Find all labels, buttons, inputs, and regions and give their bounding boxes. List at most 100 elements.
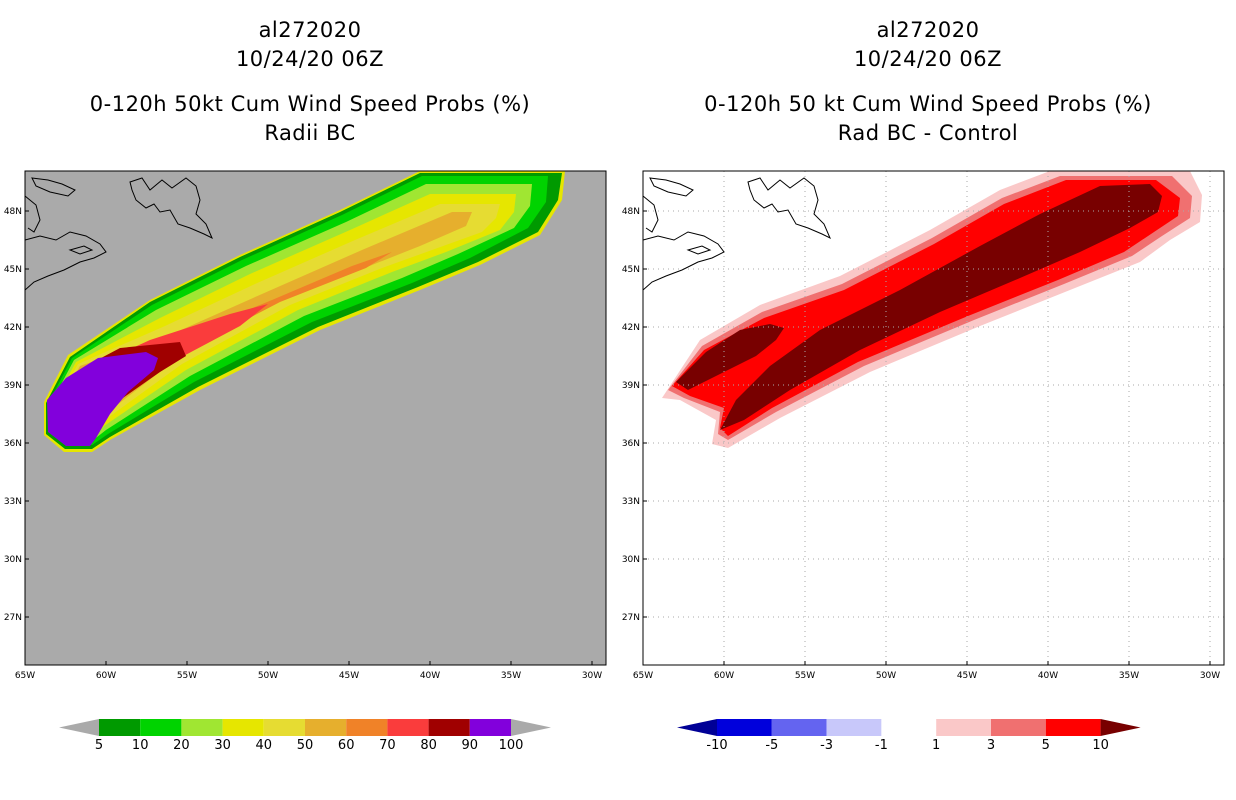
lat-label: 27N — [4, 613, 22, 623]
left-time: 10/24/20 06Z — [235, 47, 385, 71]
left-title: al272020 10/24/20 06Z 0-120h 50kt Cum Wi… — [10, 16, 610, 148]
right-time: 10/24/20 06Z — [853, 47, 1003, 71]
colorbar-label: -3 — [820, 738, 833, 753]
right-storm-id: al272020 — [876, 18, 980, 42]
colorbar-label: 10 — [1092, 738, 1109, 753]
colorbar-label: 100 — [499, 738, 524, 753]
lat-label: 45N — [622, 265, 640, 275]
colorbar-swatch — [717, 719, 772, 736]
right-band-over-10-north — [676, 324, 784, 390]
colorbar-swatch — [181, 719, 223, 736]
colorbar-swatch — [346, 719, 388, 736]
lon-label: 55W — [177, 671, 197, 681]
colorbar-label: 5 — [1042, 738, 1050, 753]
lon-label: 35W — [501, 671, 521, 681]
lat-label: 27N — [622, 613, 640, 623]
lon-label: 50W — [258, 671, 278, 681]
right-coastline — [643, 177, 831, 291]
colorbar-swatch — [140, 719, 182, 736]
colorbar-swatch — [305, 719, 347, 736]
right-band-over-10-south — [720, 184, 1162, 430]
lat-label: 30N — [4, 555, 22, 565]
colorbar-label: 20 — [173, 738, 190, 753]
colorbar-label: 60 — [338, 738, 355, 753]
left-storm-id: al272020 — [258, 18, 362, 42]
lon-label: 65W — [633, 671, 653, 681]
right-lon-axis: 65W 60W 55W 50W 45W 40W 35W 30W — [633, 661, 1220, 681]
colorbar-swatch — [387, 719, 429, 736]
right-map: 48N 45N 42N 39N 36N 33N 30N 27N 65W 60W 55W 50W 45W… — [622, 170, 1225, 681]
contour-band-40 — [54, 204, 500, 433]
right-lat-axis: 48N 45N 42N 39N 36N 33N 30N 27N — [622, 207, 647, 623]
lon-label: 35W — [1119, 671, 1139, 681]
lon-label: 50W — [876, 671, 896, 681]
lat-label: 45N — [4, 265, 22, 275]
lon-label: 55W — [795, 671, 815, 681]
colorbar-label: -1 — [875, 738, 888, 753]
lon-label: 65W — [15, 671, 35, 681]
lat-label: 39N — [4, 381, 22, 391]
left-product-title: 0-120h 50kt Cum Wind Speed Probs (%) — [89, 92, 531, 116]
right-map-frame — [642, 170, 1225, 666]
colorbar-swatch — [991, 719, 1046, 736]
colorbar-swatch — [469, 719, 511, 736]
lat-label: 42N — [622, 323, 640, 333]
contour-band-90 — [47, 352, 158, 446]
lat-label: 33N — [622, 497, 640, 507]
colorbar-over-triangle — [511, 719, 551, 736]
colorbar-under-triangle — [677, 719, 717, 736]
lon-label: 30W — [1200, 671, 1220, 681]
left-coast-quebec — [25, 195, 41, 233]
right-coast-newfoundland — [747, 177, 831, 240]
colorbar-swatch — [428, 719, 470, 736]
right-coast-nova-scotia — [643, 231, 725, 291]
colorbar-label: 10 — [132, 738, 149, 753]
colorbar-label: -10 — [706, 738, 727, 753]
colorbar-swatch — [263, 719, 305, 736]
left-lon-axis: 65W 60W 55W 50W 45W 40W 35W 30W — [15, 661, 602, 681]
left-coast-newfoundland — [129, 177, 213, 240]
left-probability-swath — [44, 171, 565, 452]
colorbar-label: 50 — [297, 738, 314, 753]
right-title: al272020 10/24/20 06Z 0-120h 50 kt Cum W… — [628, 16, 1228, 148]
right-product-title: 0-120h 50 kt Cum Wind Speed Probs (%) — [704, 92, 1152, 116]
colorbar-label: 5 — [95, 738, 103, 753]
colorbar-label: 80 — [420, 738, 437, 753]
colorbar-label: 40 — [256, 738, 273, 753]
left-coastline — [25, 177, 213, 291]
right-gridlines — [643, 171, 1224, 665]
left-coast-labrador — [31, 177, 76, 197]
right-coast-quebec — [643, 195, 659, 233]
lon-label: 45W — [339, 671, 359, 681]
lat-label: 48N — [4, 207, 22, 217]
colorbar-swatch — [881, 719, 937, 736]
right-coast-labrador — [649, 177, 694, 197]
colorbar-swatch — [826, 719, 882, 736]
colorbar-label: 90 — [462, 738, 479, 753]
lat-label: 42N — [4, 323, 22, 333]
lat-label: 36N — [622, 439, 640, 449]
colorbar-swatch — [1045, 719, 1101, 736]
colorbar-over-triangle — [1100, 719, 1141, 736]
lat-label: 33N — [4, 497, 22, 507]
right-coast-pei — [686, 245, 712, 255]
colorbar-label: -5 — [765, 738, 778, 753]
lon-label: 30W — [582, 671, 602, 681]
right-difference-field — [662, 171, 1202, 448]
lat-label: 39N — [622, 381, 640, 391]
colorbar-label: 30 — [214, 738, 231, 753]
left-map: 48N 45N 42N 39N 36N 33N 30N 27N 65W 60W 55W 50W 45W… — [4, 170, 607, 681]
left-lat-axis: 48N 45N 42N 39N 36N 33N 30N 27N — [4, 207, 29, 623]
colorbar-under-triangle — [59, 719, 99, 736]
left-colorbar: 5 10 20 30 40 50 60 70 80 90 100 — [59, 719, 551, 753]
left-map-frame — [24, 170, 607, 666]
left-coast-pei — [68, 245, 94, 255]
colorbar-label: 70 — [379, 738, 396, 753]
left-subtitle: Radii BC — [264, 121, 356, 145]
colorbar-label: 3 — [987, 738, 995, 753]
colorbar-swatch — [99, 719, 141, 736]
colorbar-swatch — [771, 719, 827, 736]
right-colorbar: -10 -5 -3 -1 1 3 5 10 — [677, 719, 1141, 753]
lat-label: 36N — [4, 439, 22, 449]
